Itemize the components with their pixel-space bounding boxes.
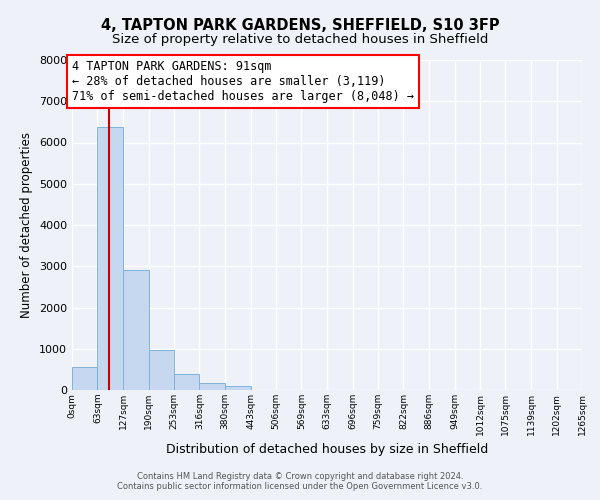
Bar bbox=[199, 383, 225, 390]
Y-axis label: Number of detached properties: Number of detached properties bbox=[20, 132, 34, 318]
Text: Contains public sector information licensed under the Open Government Licence v3: Contains public sector information licen… bbox=[118, 482, 482, 491]
Bar bbox=[149, 350, 174, 390]
Bar bbox=[225, 386, 251, 390]
Bar bbox=[97, 127, 123, 390]
Text: 4 TAPTON PARK GARDENS: 91sqm
← 28% of detached houses are smaller (3,119)
71% of: 4 TAPTON PARK GARDENS: 91sqm ← 28% of de… bbox=[72, 60, 414, 103]
Text: Size of property relative to detached houses in Sheffield: Size of property relative to detached ho… bbox=[112, 32, 488, 46]
Text: 4, TAPTON PARK GARDENS, SHEFFIELD, S10 3FP: 4, TAPTON PARK GARDENS, SHEFFIELD, S10 3… bbox=[101, 18, 499, 32]
Bar bbox=[123, 270, 149, 390]
Bar bbox=[72, 368, 97, 390]
X-axis label: Distribution of detached houses by size in Sheffield: Distribution of detached houses by size … bbox=[166, 443, 488, 456]
Bar bbox=[174, 374, 199, 390]
Text: Contains HM Land Registry data © Crown copyright and database right 2024.: Contains HM Land Registry data © Crown c… bbox=[137, 472, 463, 481]
